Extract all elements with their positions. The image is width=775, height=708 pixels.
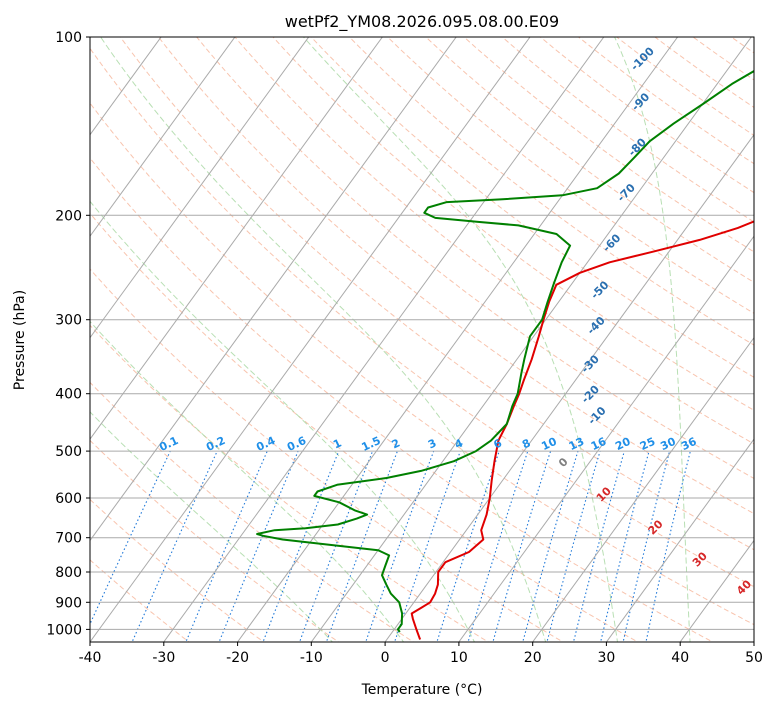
dry-adiabat	[272, 37, 754, 411]
y-tick-label: 100	[55, 30, 82, 46]
mixing-ratio-label: 30	[658, 435, 678, 453]
dry-adiabat	[425, 37, 754, 283]
temperature-line	[410, 220, 754, 640]
x-tick-label: 50	[745, 650, 763, 666]
x-tick-label: 40	[671, 650, 689, 666]
x-tick-label: 30	[597, 650, 615, 666]
sounding-series	[256, 69, 754, 640]
x-tick-label: 10	[450, 650, 468, 666]
dewpoint-line	[256, 69, 754, 633]
dry-adiabat	[90, 324, 490, 642]
isotherm	[90, 37, 310, 339]
y-tick-label: 600	[55, 491, 82, 507]
mixing-ratio-label: 10	[539, 435, 559, 453]
chart-title: wetPf2_YM08.2026.095.08.00.E09	[285, 12, 559, 32]
mixing-ratio-line	[365, 450, 435, 642]
mixing-ratio-label: 13	[567, 435, 586, 453]
mixing-ratio-line	[436, 450, 500, 642]
mixing-ratio-line	[600, 450, 650, 642]
y-axis-ticks: 100 200 300 400 500 600 700 800 900 1000	[46, 30, 90, 638]
plot-frame	[89, 36, 755, 643]
moist-adiabat	[100, 37, 547, 642]
isotherm	[532, 336, 754, 642]
isotherm	[384, 133, 754, 642]
x-tick-label: -20	[226, 650, 249, 666]
y-tick-label: 900	[55, 595, 82, 611]
dry-adiabat	[234, 37, 754, 445]
x-tick-label: -10	[300, 650, 323, 666]
mixing-ratio-line	[546, 450, 601, 642]
isotherm	[605, 438, 754, 642]
isotherm	[90, 37, 531, 642]
mixing-ratio-line	[572, 450, 625, 642]
mixing-ratio-line	[218, 450, 299, 642]
isotherm	[236, 37, 679, 642]
dry-adiabat	[90, 212, 639, 642]
mixing-ratio-line	[522, 450, 579, 642]
pressure-grid	[90, 37, 754, 642]
x-tick-label: 0	[381, 650, 390, 666]
mixing-ratio-label: 36	[679, 435, 699, 453]
moist-adiabat	[90, 320, 405, 642]
dry-adiabat	[310, 37, 754, 378]
mixing-ratio-line	[325, 450, 398, 642]
isotherm	[90, 37, 236, 238]
mixing-ratio-line	[645, 450, 691, 642]
x-tick-label: -40	[79, 650, 102, 666]
y-tick-label: 200	[55, 208, 82, 224]
y-tick-label: 400	[55, 387, 82, 403]
mixing-ratio-line	[90, 450, 171, 626]
moist-adiabat	[614, 37, 691, 642]
isotherm	[310, 37, 752, 642]
background-reference-lines	[90, 37, 754, 642]
mixing-ratio-label: 25	[638, 435, 657, 453]
x-axis-ticks: -40 -30 -20 -10 0 10 20 30 40 50	[79, 642, 763, 666]
mixing-ratio-label: 20	[613, 435, 633, 453]
dry-adiabat	[119, 37, 754, 551]
y-tick-label: 1000	[46, 622, 82, 638]
x-tick-label: -30	[152, 650, 175, 666]
mixing-ratio-line	[622, 450, 671, 642]
dry-adiabat	[157, 37, 754, 515]
isotherm	[90, 37, 457, 542]
mixing-ratio-label: 16	[589, 435, 609, 453]
moist-adiabat	[303, 37, 619, 642]
dry-adiabat	[90, 47, 754, 588]
x-tick-label: 20	[524, 650, 542, 666]
x-axis-label: Temperature (°C)	[361, 682, 483, 698]
isotherm	[163, 37, 605, 642]
isotherm	[90, 37, 162, 136]
mixing-ratio-line	[299, 450, 374, 642]
mixing-ratio-line	[492, 450, 552, 642]
y-axis-label: Pressure (hPa)	[12, 290, 28, 390]
isotherm	[90, 37, 384, 440]
y-tick-label: 700	[55, 531, 82, 547]
y-tick-label: 500	[55, 444, 82, 460]
isotherm	[458, 235, 754, 642]
y-tick-label: 800	[55, 565, 82, 581]
y-tick-label: 300	[55, 313, 82, 329]
